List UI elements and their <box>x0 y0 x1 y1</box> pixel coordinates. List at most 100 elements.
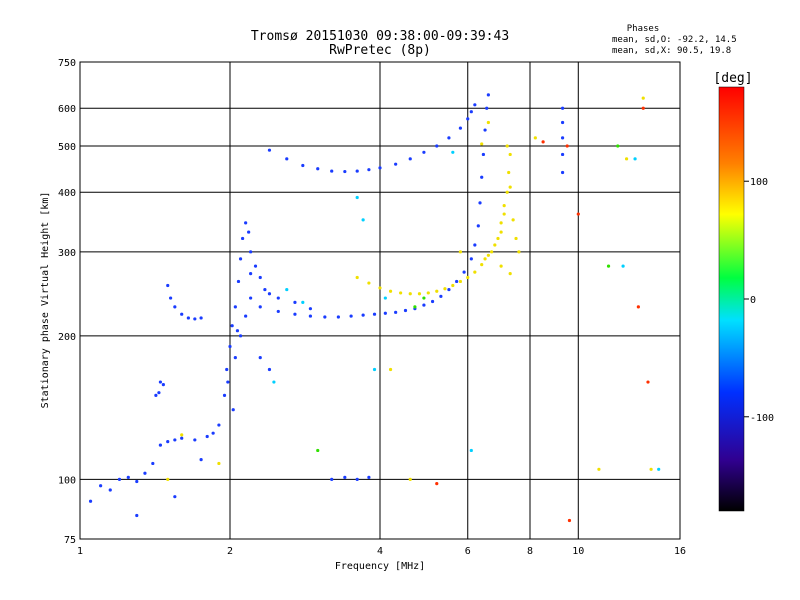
data-point <box>483 128 487 132</box>
data-point <box>355 477 359 482</box>
data-point <box>473 243 477 247</box>
data-point <box>117 477 122 482</box>
data-point <box>276 309 280 314</box>
data-point <box>143 471 147 475</box>
data-point <box>244 221 248 225</box>
x-axis-ticks: 1 2 4 6 8 10 16 <box>77 546 686 557</box>
data-point <box>166 477 170 482</box>
data-point <box>244 314 248 318</box>
data-point <box>308 314 313 318</box>
data-point <box>343 475 347 479</box>
data-point <box>439 294 443 298</box>
data-point <box>225 367 229 372</box>
data-point <box>560 106 565 110</box>
y-tick-label: 750 <box>58 58 76 69</box>
data-point <box>478 201 482 205</box>
data-point <box>193 438 197 442</box>
data-point <box>473 103 477 107</box>
data-point <box>308 307 313 311</box>
data-point <box>372 312 377 316</box>
data-point <box>505 190 509 194</box>
data-point <box>408 292 412 296</box>
data-point <box>502 203 506 208</box>
data-point <box>301 300 305 305</box>
data-point <box>355 169 359 173</box>
data-point <box>533 136 537 140</box>
data-point <box>469 110 473 114</box>
data-point <box>241 236 245 241</box>
colorbar-tick-label: 0 <box>750 295 756 306</box>
data-point <box>649 467 653 471</box>
colorbar-tick-label: 100 <box>750 177 768 188</box>
data-point <box>330 477 334 482</box>
data-point <box>336 315 340 319</box>
data-point <box>173 438 177 442</box>
data-point <box>447 287 451 292</box>
data-point <box>485 106 489 110</box>
phases-o-line: mean, sd,O: -92.2, 14.5 <box>612 35 737 45</box>
data-point <box>462 270 466 274</box>
data-point <box>99 484 103 488</box>
data-point <box>426 291 430 295</box>
data-point <box>135 513 139 518</box>
data-point <box>508 272 512 276</box>
data-point <box>560 120 565 125</box>
data-point <box>180 433 184 437</box>
data-point <box>403 308 408 313</box>
y-axis-label: Stationary phase Virtual Height [km] <box>40 192 51 409</box>
data-point <box>633 157 637 161</box>
data-point <box>646 380 650 384</box>
data-point <box>565 144 569 148</box>
x-axis-label: Frequency [MHz] <box>335 561 425 572</box>
data-point <box>293 312 297 316</box>
data-point <box>222 393 227 398</box>
data-point <box>480 142 484 146</box>
data-point <box>576 212 580 216</box>
data-point <box>466 275 470 280</box>
data-point <box>361 218 365 222</box>
phases-x-line: mean, sd,X: 90.5, 19.8 <box>612 46 731 56</box>
data-point <box>316 167 320 171</box>
data-point <box>233 305 237 309</box>
data-point <box>383 311 387 315</box>
data-point <box>657 467 661 471</box>
data-point <box>443 287 447 291</box>
data-point <box>435 144 439 148</box>
data-point <box>394 310 398 314</box>
data-point <box>247 230 251 234</box>
data-point <box>458 126 463 130</box>
data-point <box>483 257 487 261</box>
data-point <box>173 495 177 499</box>
data-point <box>486 93 490 97</box>
y-axis-ticks: 75 100 200 300 400 500 600 750 <box>58 58 76 546</box>
data-point <box>597 467 601 471</box>
chart-subtitle: RwPretec (8p) <box>329 43 431 58</box>
data-point <box>378 286 382 290</box>
data-point <box>258 275 262 280</box>
data-point <box>399 291 403 295</box>
data-point <box>361 313 365 317</box>
data-point <box>388 367 393 372</box>
data-point <box>451 150 455 154</box>
data-point <box>217 423 221 427</box>
data-point <box>230 324 234 328</box>
data-point <box>157 391 161 395</box>
data-point <box>161 383 165 387</box>
data-point <box>422 296 426 300</box>
data-point <box>422 303 426 307</box>
data-point <box>367 475 371 479</box>
data-point <box>486 120 490 125</box>
data-point <box>330 169 334 173</box>
data-point <box>166 440 170 444</box>
data-point <box>413 305 417 309</box>
data-point <box>323 315 327 319</box>
data-point <box>186 316 190 320</box>
data-point <box>205 434 209 439</box>
x-tick-label: 8 <box>527 546 533 557</box>
data-point <box>267 367 272 372</box>
y-tick-label: 600 <box>58 104 76 115</box>
data-point <box>499 221 503 225</box>
data-point <box>447 136 451 140</box>
data-point <box>469 448 473 453</box>
data-point <box>228 344 232 349</box>
